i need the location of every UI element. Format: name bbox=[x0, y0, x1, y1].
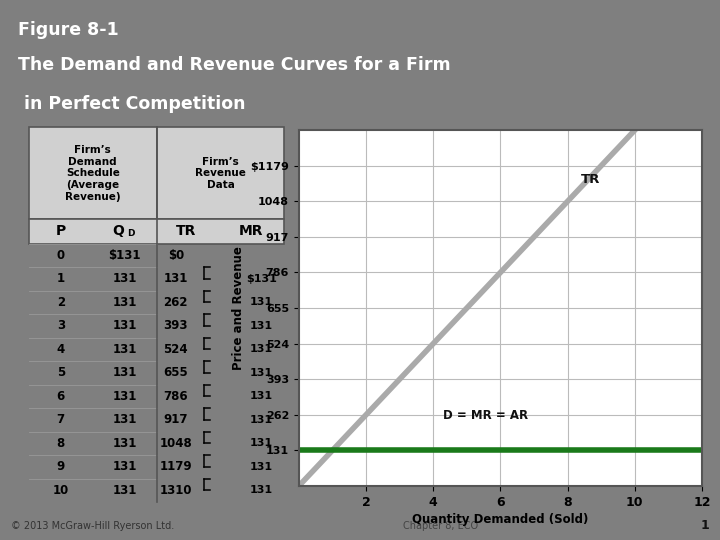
Text: 131: 131 bbox=[250, 368, 273, 378]
Text: 655: 655 bbox=[163, 367, 188, 380]
Text: 6: 6 bbox=[57, 390, 65, 403]
Text: MR: MR bbox=[239, 225, 264, 239]
Text: TR: TR bbox=[581, 173, 600, 186]
Text: 131: 131 bbox=[112, 390, 137, 403]
Text: 131: 131 bbox=[112, 437, 137, 450]
Text: 786: 786 bbox=[163, 390, 188, 403]
Text: in Perfect Competition: in Perfect Competition bbox=[18, 95, 246, 113]
Bar bbox=[29, 127, 157, 219]
Text: Q: Q bbox=[112, 225, 124, 239]
Text: 131: 131 bbox=[250, 415, 273, 425]
Y-axis label: Price and Revenue: Price and Revenue bbox=[232, 246, 245, 370]
Text: 7: 7 bbox=[57, 414, 65, 427]
X-axis label: Quantity Demanded (Sold): Quantity Demanded (Sold) bbox=[413, 513, 588, 526]
Text: © 2013 McGraw-Hill Ryerson Ltd.: © 2013 McGraw-Hill Ryerson Ltd. bbox=[11, 521, 174, 531]
Text: 131: 131 bbox=[112, 367, 137, 380]
Text: 131: 131 bbox=[250, 438, 273, 448]
Text: 131: 131 bbox=[250, 462, 273, 472]
Text: 3: 3 bbox=[57, 319, 65, 333]
Bar bbox=[29, 219, 284, 244]
Text: D = MR = AR: D = MR = AR bbox=[444, 409, 528, 422]
Text: 131: 131 bbox=[112, 484, 137, 497]
Text: 1179: 1179 bbox=[159, 461, 192, 474]
Text: 2: 2 bbox=[57, 296, 65, 309]
Text: 917: 917 bbox=[163, 414, 188, 427]
Text: 1048: 1048 bbox=[159, 437, 192, 450]
Text: 262: 262 bbox=[163, 296, 188, 309]
Text: D: D bbox=[127, 229, 135, 238]
Text: The Demand and Revenue Curves for a Firm: The Demand and Revenue Curves for a Firm bbox=[18, 56, 451, 74]
Text: 131: 131 bbox=[250, 345, 273, 354]
Text: 131: 131 bbox=[112, 461, 137, 474]
Text: 131: 131 bbox=[112, 272, 137, 285]
Text: Firm’s
Demand
Schedule
(Average
Revenue): Firm’s Demand Schedule (Average Revenue) bbox=[65, 145, 120, 201]
Text: P: P bbox=[55, 225, 66, 239]
Text: 9: 9 bbox=[57, 461, 65, 474]
Text: Figure 8-1: Figure 8-1 bbox=[18, 21, 119, 39]
Text: 1: 1 bbox=[57, 272, 65, 285]
Text: $0: $0 bbox=[168, 249, 184, 262]
Text: 131: 131 bbox=[163, 272, 188, 285]
Text: $131: $131 bbox=[246, 274, 276, 284]
Text: 131: 131 bbox=[250, 321, 273, 331]
Text: 131: 131 bbox=[250, 485, 273, 495]
Text: 131: 131 bbox=[250, 298, 273, 307]
Text: 4: 4 bbox=[57, 343, 65, 356]
Text: 131: 131 bbox=[112, 414, 137, 427]
Text: 5: 5 bbox=[57, 367, 65, 380]
Text: 131: 131 bbox=[250, 392, 273, 401]
Text: $131: $131 bbox=[109, 249, 141, 262]
Text: 10: 10 bbox=[53, 484, 69, 497]
Text: 131: 131 bbox=[112, 343, 137, 356]
Text: Firm’s
Revenue
Data: Firm’s Revenue Data bbox=[195, 157, 246, 190]
Text: Chapter 8, ECO: Chapter 8, ECO bbox=[403, 521, 478, 531]
Text: 1310: 1310 bbox=[160, 484, 192, 497]
Text: 8: 8 bbox=[57, 437, 65, 450]
Text: 524: 524 bbox=[163, 343, 188, 356]
Text: 1: 1 bbox=[701, 519, 709, 532]
Text: 131: 131 bbox=[112, 296, 137, 309]
Text: TR: TR bbox=[176, 225, 196, 239]
Text: 0: 0 bbox=[57, 249, 65, 262]
Text: 131: 131 bbox=[112, 319, 137, 333]
Text: 393: 393 bbox=[163, 319, 188, 333]
Bar bbox=[157, 127, 284, 219]
